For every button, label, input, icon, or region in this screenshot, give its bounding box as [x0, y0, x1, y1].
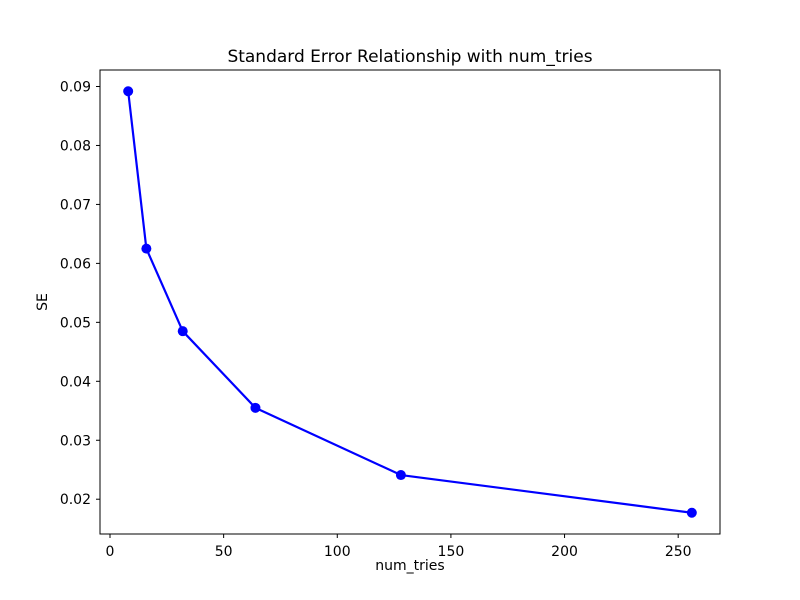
x-tick-label: 200 — [551, 544, 578, 560]
x-tick-label: 50 — [215, 544, 233, 560]
x-axis-ticks: 0 50 100 150 200 250 — [106, 534, 692, 560]
data-point-marker — [686, 507, 697, 518]
series-line — [127, 90, 693, 514]
data-point-marker — [177, 326, 188, 337]
x-axis-label: num_tries — [375, 558, 444, 574]
x-tick-label: 100 — [324, 544, 351, 560]
y-axis-label: SE — [35, 293, 51, 311]
data-point-marker — [395, 470, 406, 481]
y-tick-label: 0.08 — [60, 138, 91, 154]
x-tick-label: 0 — [106, 544, 115, 560]
x-tick-label: 150 — [438, 544, 465, 560]
y-tick-label: 0.05 — [60, 315, 91, 331]
y-tick-label: 0.02 — [60, 492, 91, 508]
se-line-series — [123, 86, 697, 518]
y-tick-label: 0.03 — [60, 433, 91, 449]
plot-area — [99, 69, 721, 535]
chart-title: Standard Error Relationship with num_tri… — [227, 47, 592, 67]
x-tick-label: 250 — [665, 544, 692, 560]
y-axis-ticks: 0.02 0.03 0.04 0.05 0.06 0.07 0.08 0.09 — [60, 80, 100, 508]
y-tick-label: 0.04 — [60, 374, 91, 390]
data-point-marker — [123, 86, 134, 97]
y-tick-label: 0.07 — [60, 197, 91, 213]
data-point-marker — [250, 402, 261, 413]
data-point-marker — [141, 243, 152, 254]
y-tick-label: 0.06 — [60, 256, 91, 272]
y-tick-label: 0.09 — [60, 80, 91, 96]
